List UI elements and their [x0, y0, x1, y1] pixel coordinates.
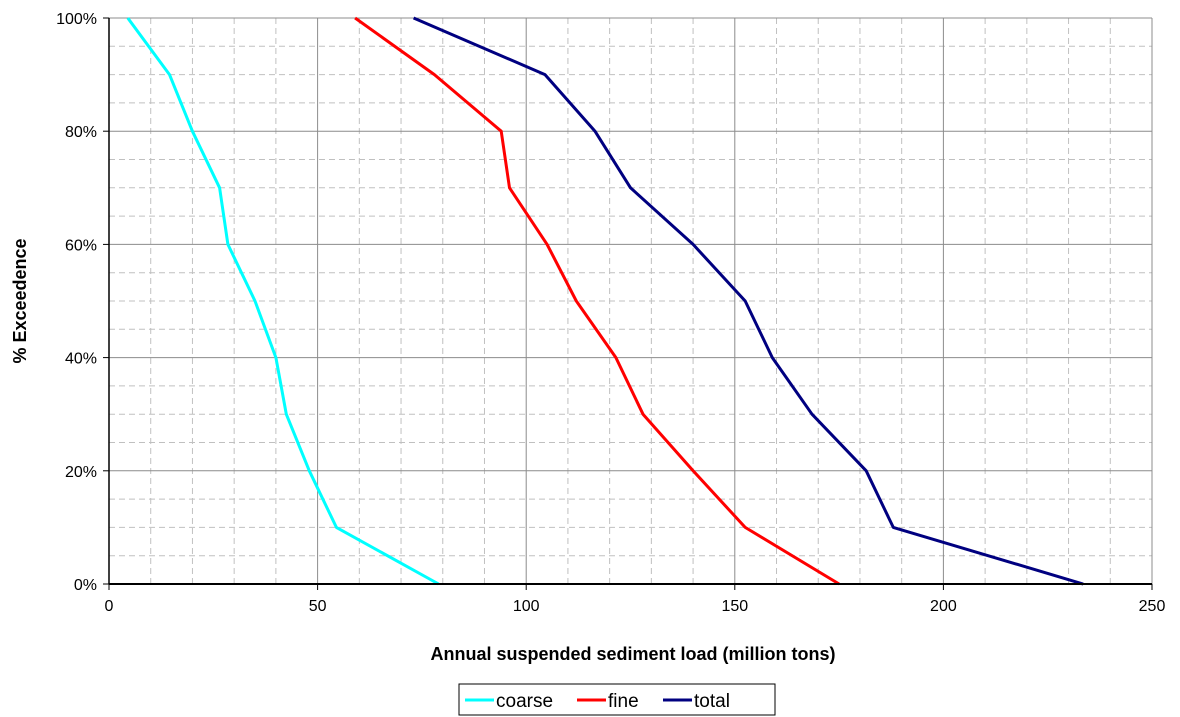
y-tick-label: 100%	[56, 11, 97, 28]
minor-gridlines	[109, 18, 1152, 584]
y-tick-label: 40%	[65, 351, 97, 368]
x-tick-label: 250	[1139, 598, 1166, 615]
y-tick-label: 60%	[65, 237, 97, 254]
series-lines	[126, 16, 1084, 586]
legend-label-fine: fine	[608, 691, 639, 712]
legend-label-total: total	[694, 691, 730, 712]
y-tick-label: 20%	[65, 464, 97, 481]
y-tick-labels: 0% 20% 40% 60% 80% 100%	[56, 11, 97, 594]
major-gridlines	[109, 17, 1153, 584]
series-line-coarse	[126, 17, 440, 586]
y-tick-label: 80%	[65, 124, 97, 141]
legend-label-coarse: coarse	[496, 691, 553, 712]
x-tick-label: 150	[721, 598, 748, 615]
series-line-total	[413, 16, 1084, 586]
x-tick-label: 100	[513, 598, 540, 615]
legend-box	[458, 683, 776, 716]
x-tick-label: 200	[930, 598, 957, 615]
x-tick-label: 50	[309, 598, 327, 615]
x-tick-label: 0	[105, 598, 114, 615]
x-tick-labels: 0 50 100 150 200 250	[105, 598, 1166, 615]
x-axis-title: Annual suspended sediment load (million …	[430, 644, 835, 664]
legend: coarse fine total	[458, 683, 776, 716]
series-line-fine	[354, 16, 840, 586]
y-axis-title: % Exceedence	[10, 238, 30, 363]
y-tick-label: 0%	[74, 577, 97, 594]
axes	[103, 17, 1153, 590]
